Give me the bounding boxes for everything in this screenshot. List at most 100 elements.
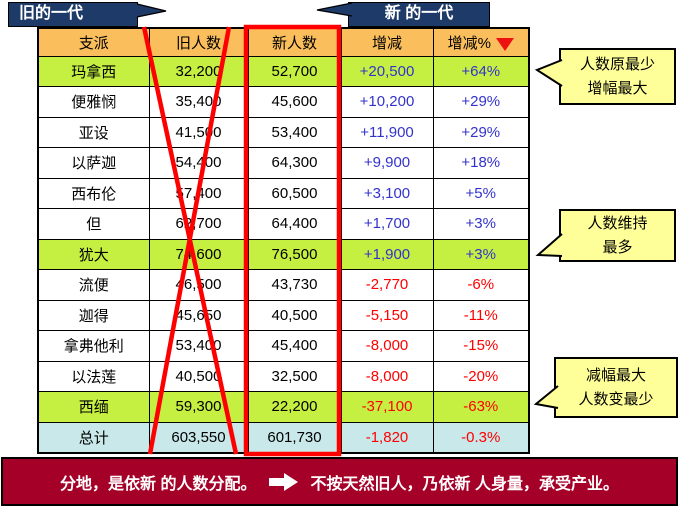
old-count-cell: 53,400 (148, 330, 249, 362)
old-count-cell: 603,550 (148, 421, 249, 453)
change-value-cell: +1,700 (340, 208, 434, 240)
new-count-cell: 64,300 (247, 147, 342, 179)
old-count-cell: 46,500 (148, 269, 249, 301)
old-count-cell: 32,200 (148, 55, 249, 87)
sort-descending-icon (495, 37, 514, 51)
old-count-cell: 35,400 (148, 86, 249, 118)
new-count-cell: 76,500 (247, 238, 342, 270)
new-count-cell: 601,730 (247, 421, 342, 453)
tribe-row: 拿弗他利 53,400 45,400 -8,000 -15% (37, 330, 530, 362)
tribe-row: 迦得 45,650 40,500 -5,150 -11% (37, 299, 530, 331)
tribe-name-cell: 拿弗他利 (37, 330, 150, 362)
change-percent-cell: +3% (432, 238, 530, 270)
old-count-cell: 45,650 (148, 299, 249, 331)
old-banner-tail (136, 3, 167, 18)
callout-line: 人数维持 (587, 215, 648, 233)
column-label: 支派 (78, 34, 109, 52)
old-count-cell: 62,700 (148, 208, 249, 240)
change-value-cell: -1,820 (340, 421, 434, 453)
tribe-name-cell: 犹大 (37, 238, 150, 270)
callout-line: 增幅最大 (587, 79, 648, 97)
change-value-cell: -8,000 (340, 360, 434, 392)
new-count-cell: 60,500 (247, 177, 342, 209)
change-value-cell: -5,150 (340, 299, 434, 331)
tribe-name-cell: 西布伦 (37, 177, 150, 209)
column-header-0: 支派 (37, 27, 150, 57)
tribe-name-cell: 但 (37, 208, 150, 240)
change-percent-cell: -0.3% (432, 421, 530, 453)
old-count-cell: 54,400 (148, 147, 249, 179)
conclusion-text-right: 不按天然旧人，乃依新 人身量，承受产业。 (310, 475, 619, 493)
change-percent-cell: +5% (432, 177, 530, 209)
tribe-name-cell: 流便 (37, 269, 150, 301)
new-count-cell: 43,730 (247, 269, 342, 301)
old-count-cell: 57,400 (148, 177, 249, 209)
tribe-row: 西布伦 57,400 60,500 +3,100 +5% (37, 177, 530, 209)
change-percent-cell: +29% (432, 116, 530, 148)
callout-line: 人数变最少 (578, 390, 654, 408)
tribe-census-table: 支派 旧人数 新人数 增减 增减% 玛拿西 32,200 52,700 +20,500 +64%… (37, 27, 530, 454)
old-count-cell: 74,600 (148, 238, 249, 270)
tribe-row: 流便 46,500 43,730 -2,770 -6% (37, 269, 530, 301)
tribe-row: 亚设 41,500 53,400 +11,900 +29% (37, 116, 530, 148)
callout-stayed-largest: 人数维持 最多 (559, 209, 676, 262)
change-percent-cell: -11% (432, 299, 530, 331)
tribe-name-cell: 亚设 (37, 116, 150, 148)
column-label: 增减% (447, 34, 491, 52)
tribe-name-cell: 西缅 (37, 391, 150, 423)
column-label: 增减 (371, 34, 402, 52)
new-count-cell: 40,500 (247, 299, 342, 331)
callout-line: 最多 (602, 238, 633, 256)
tribe-row: 西缅 59,300 22,200 -37,100 -63% (37, 391, 530, 423)
tribe-name-cell: 以法莲 (37, 360, 150, 392)
right-arrow-icon (268, 472, 298, 491)
total-row: 总计 603,550 601,730 -1,820 -0.3% (37, 421, 530, 453)
change-percent-cell: +29% (432, 86, 530, 118)
new-count-cell: 22,200 (247, 391, 342, 423)
new-count-cell: 45,600 (247, 86, 342, 118)
column-header-3: 增减 (340, 27, 434, 57)
tribe-row: 便雅悯 35,400 45,600 +10,200 +29% (37, 86, 530, 118)
new-generation-banner: 新 的一代 (348, 2, 490, 27)
new-banner-tail (316, 2, 353, 17)
change-value-cell: +11,900 (340, 116, 434, 148)
change-percent-cell: +3% (432, 208, 530, 240)
change-value-cell: -37,100 (340, 391, 434, 423)
change-value-cell: +3,100 (340, 177, 434, 209)
conclusion-text-left: 分地，是依新 的人数分配。 (60, 475, 257, 493)
table-header-row: 支派 旧人数 新人数 增减 增减% (37, 27, 530, 57)
tribe-row: 犹大 74,600 76,500 +1,900 +3% (37, 238, 530, 270)
tribe-name-cell: 便雅悯 (37, 86, 150, 118)
change-percent-cell: -15% (432, 330, 530, 362)
new-count-cell: 45,400 (247, 330, 342, 362)
change-value-cell: +9,900 (340, 147, 434, 179)
new-count-cell: 64,400 (247, 208, 342, 240)
change-value-cell: -2,770 (340, 269, 434, 301)
tribe-row: 但 62,700 64,400 +1,700 +3% (37, 208, 530, 240)
tribe-name-cell: 以萨迦 (37, 147, 150, 179)
change-percent-cell: -63% (432, 391, 530, 423)
change-percent-cell: -20% (432, 360, 530, 392)
new-count-cell: 52,700 (247, 55, 342, 87)
tribe-name-cell: 迦得 (37, 299, 150, 331)
column-label: 新人数 (271, 34, 317, 52)
tribe-row: 以法莲 40,500 32,500 -8,000 -20% (37, 360, 530, 392)
new-count-cell: 32,500 (247, 360, 342, 392)
old-count-cell: 40,500 (148, 360, 249, 392)
column-header-2: 新人数 (247, 27, 342, 57)
tribe-name-cell: 总计 (37, 421, 150, 453)
column-header-4: 增减% (432, 27, 530, 57)
change-value-cell: +1,900 (340, 238, 434, 270)
change-value-cell: +20,500 (340, 55, 434, 87)
conclusion-bar: 分地，是依新 的人数分配。 不按天然旧人，乃依新 人身量，承受产业。 (1, 457, 678, 506)
change-value-cell: +10,200 (340, 86, 434, 118)
column-label: 旧人数 (175, 34, 221, 52)
old-count-cell: 41,500 (148, 116, 249, 148)
callout-line: 减幅最大 (585, 367, 646, 385)
callout-biggest-decrease: 减幅最大 人数变最少 (554, 357, 678, 418)
tribe-row: 以萨迦 54,400 64,300 +9,900 +18% (37, 147, 530, 179)
old-generation-banner: 旧的一代 (8, 2, 138, 27)
callout-biggest-increase: 人数原最少 增幅最大 (559, 48, 676, 105)
old-count-cell: 59,300 (148, 391, 249, 423)
